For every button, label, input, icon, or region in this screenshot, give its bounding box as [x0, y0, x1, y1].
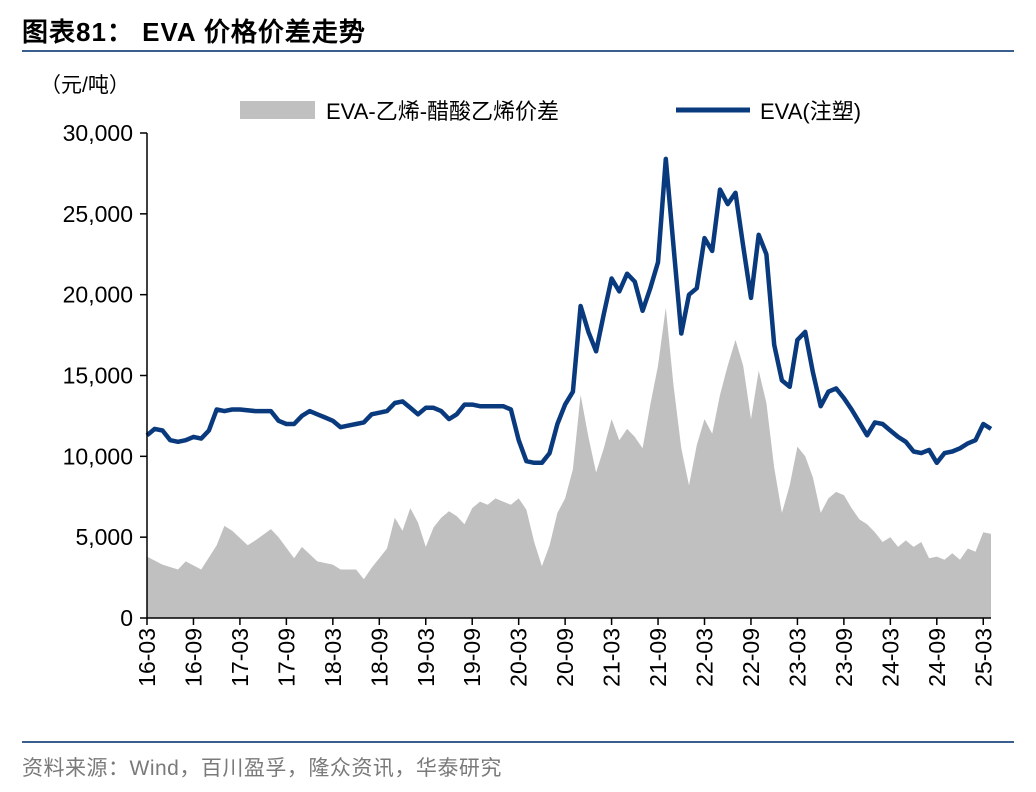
x-tick-label: 16-03: [134, 628, 160, 687]
y-tick-label: 5,000: [75, 524, 133, 550]
plot-area: [145, 156, 993, 618]
series-spread-area: [147, 307, 991, 618]
legend-label-spread: EVA-乙烯-醋酸乙烯价差: [326, 99, 559, 124]
x-tick-label: 24-09: [924, 628, 950, 687]
y-tick-label: 0: [120, 605, 133, 631]
source-divider: [22, 741, 1014, 743]
y-tick-label: 30,000: [63, 120, 133, 146]
x-tick-label: 22-03: [692, 628, 718, 687]
x-tick-label: 23-09: [831, 628, 857, 687]
x-tick-label: 17-09: [273, 628, 299, 687]
x-tick-label: 17-03: [227, 628, 253, 687]
x-tick-label: 20-03: [506, 628, 532, 687]
source-note: 资料来源：Wind，百川盈孚，隆众资讯，华泰研究: [22, 757, 502, 780]
y-tick-label: 15,000: [63, 363, 133, 389]
legend-swatch-spread: [240, 101, 315, 119]
series-eva-line: [145, 156, 993, 466]
x-tick-label: 19-09: [459, 628, 485, 687]
x-tick-label: 16-09: [180, 628, 206, 687]
title-divider: [22, 50, 1014, 52]
eva-price-spread-chart: （元/吨） EVA-乙烯-醋酸乙烯价差 EVA(注塑) 0 5,000 10,000…: [40, 74, 996, 687]
y-axis: 0 5,000 10,000 15,000 20,000 25,000 30,000: [63, 120, 148, 631]
x-tick-label: 23-03: [784, 628, 810, 687]
page-title: 图表81： EVA 价格价差走势: [22, 17, 366, 47]
x-tick-label: 21-03: [599, 628, 625, 687]
x-tick-label: 18-09: [366, 628, 392, 687]
x-tick-label: 20-09: [552, 628, 578, 687]
y-tick-label: 25,000: [63, 201, 133, 227]
y-tick-label: 10,000: [63, 443, 133, 469]
x-tick-label: 24-03: [877, 628, 903, 687]
x-tick-label: 19-03: [413, 628, 439, 687]
x-tick-label: 18-03: [320, 628, 346, 687]
x-tick-label: 22-09: [738, 628, 764, 687]
chart-legend: EVA-乙烯-醋酸乙烯价差 EVA(注塑): [240, 99, 861, 124]
x-tick-label: 25-03: [970, 628, 996, 687]
y-tick-label: 20,000: [63, 282, 133, 308]
x-tick-label: 21-09: [645, 628, 671, 687]
x-axis: 16-03 16-09 17-03 17-09 18-03 18-09 19-03 19-09…: [134, 617, 996, 687]
y-axis-unit-label: （元/吨）: [40, 74, 130, 97]
legend-label-eva: EVA(注塑): [760, 99, 861, 124]
